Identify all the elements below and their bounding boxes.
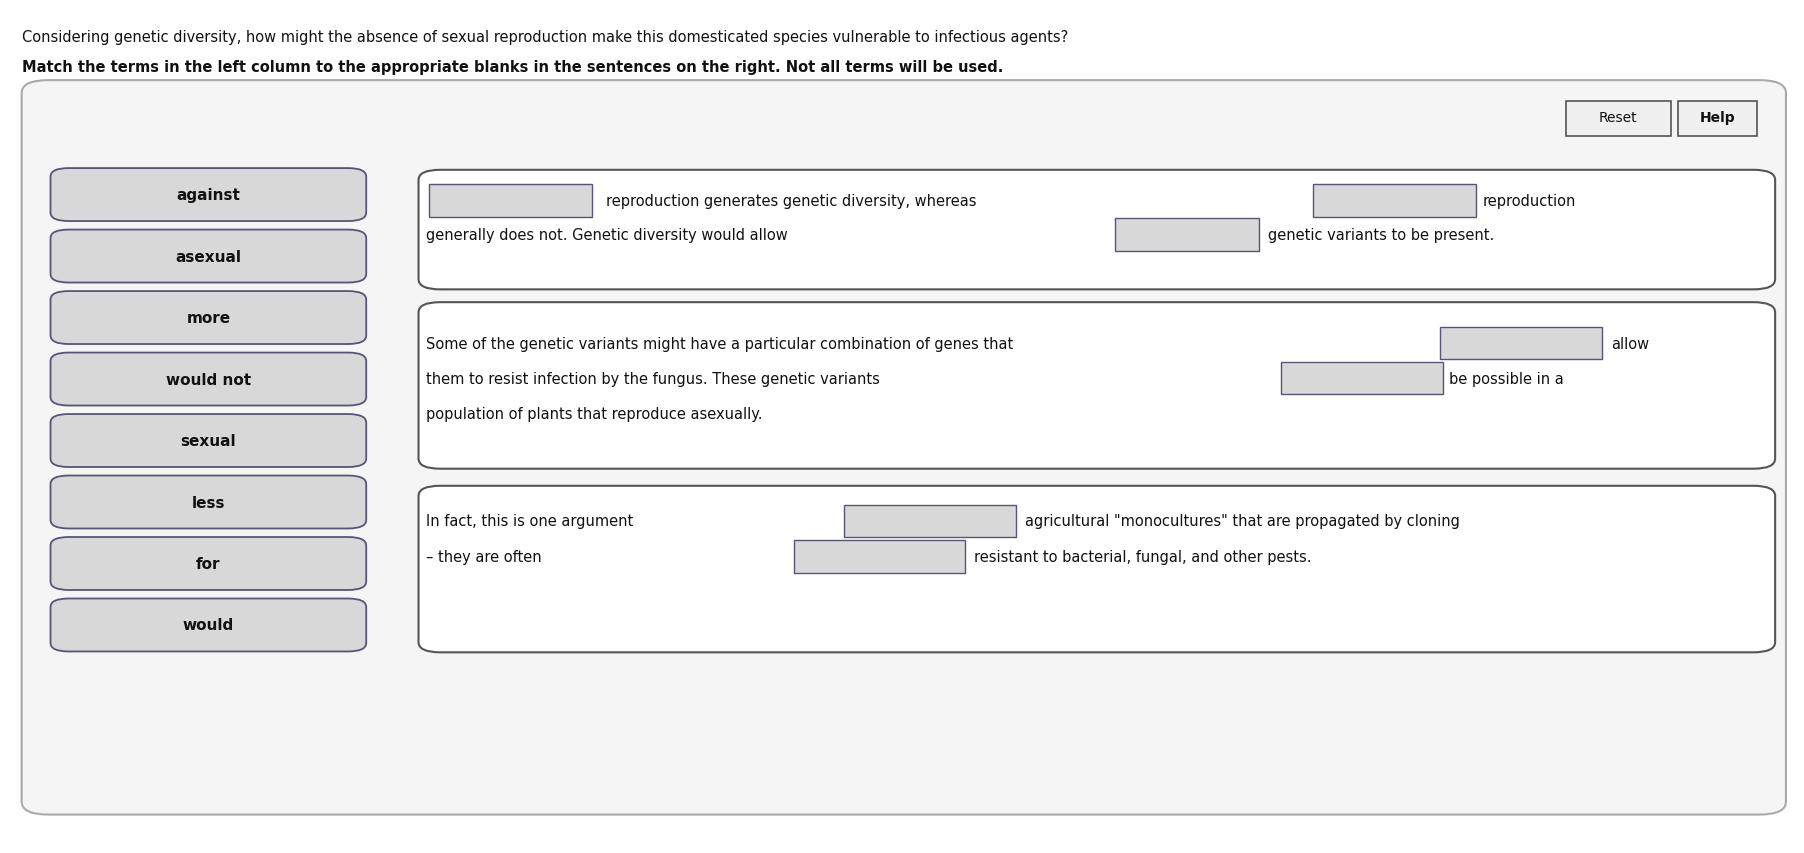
Text: In fact, this is one argument: In fact, this is one argument xyxy=(426,514,633,529)
Text: resistant to bacterial, fungal, and other pests.: resistant to bacterial, fungal, and othe… xyxy=(974,549,1312,565)
FancyBboxPatch shape xyxy=(51,599,366,652)
FancyBboxPatch shape xyxy=(51,476,366,529)
Text: be possible in a: be possible in a xyxy=(1449,371,1564,386)
Text: for: for xyxy=(197,556,220,572)
Text: Considering genetic diversity, how might the absence of sexual reproduction make: Considering genetic diversity, how might… xyxy=(22,30,1068,45)
Text: less: less xyxy=(191,495,226,510)
Text: Some of the genetic variants might have a particular combination of genes that: Some of the genetic variants might have … xyxy=(426,336,1014,351)
Text: reproduction: reproduction xyxy=(1483,194,1577,209)
Text: – they are often: – they are often xyxy=(426,549,541,565)
FancyBboxPatch shape xyxy=(1678,102,1757,136)
Text: genetic variants to be present.: genetic variants to be present. xyxy=(1268,228,1494,243)
FancyBboxPatch shape xyxy=(1440,328,1602,360)
Text: Match the terms in the left column to the appropriate blanks in the sentences on: Match the terms in the left column to th… xyxy=(22,60,1003,75)
FancyBboxPatch shape xyxy=(51,537,366,590)
FancyBboxPatch shape xyxy=(844,505,1016,537)
FancyBboxPatch shape xyxy=(1566,102,1671,136)
Text: would not: would not xyxy=(166,372,251,387)
Text: them to resist infection by the fungus. These genetic variants: them to resist infection by the fungus. … xyxy=(426,371,880,386)
FancyBboxPatch shape xyxy=(22,81,1786,815)
FancyBboxPatch shape xyxy=(419,171,1775,290)
Text: reproduction generates genetic diversity, whereas: reproduction generates genetic diversity… xyxy=(606,194,976,209)
FancyBboxPatch shape xyxy=(51,230,366,283)
Text: Reset: Reset xyxy=(1598,111,1638,125)
FancyBboxPatch shape xyxy=(429,185,592,218)
Text: would: would xyxy=(182,618,235,633)
FancyBboxPatch shape xyxy=(51,353,366,406)
Text: sexual: sexual xyxy=(180,433,236,449)
FancyBboxPatch shape xyxy=(1313,185,1476,218)
Text: population of plants that reproduce asexually.: population of plants that reproduce asex… xyxy=(426,406,763,421)
Text: Help: Help xyxy=(1699,111,1735,125)
Text: more: more xyxy=(186,310,231,326)
FancyBboxPatch shape xyxy=(1115,219,1259,252)
Text: generally does not. Genetic diversity would allow: generally does not. Genetic diversity wo… xyxy=(426,228,788,243)
FancyBboxPatch shape xyxy=(51,292,366,345)
FancyBboxPatch shape xyxy=(51,169,366,222)
FancyBboxPatch shape xyxy=(419,303,1775,469)
FancyBboxPatch shape xyxy=(51,415,366,467)
Text: against: against xyxy=(177,188,240,203)
FancyBboxPatch shape xyxy=(794,541,965,573)
Text: agricultural "monocultures" that are propagated by cloning: agricultural "monocultures" that are pro… xyxy=(1025,514,1459,529)
Text: allow: allow xyxy=(1611,336,1649,351)
FancyBboxPatch shape xyxy=(1281,363,1443,395)
Text: asexual: asexual xyxy=(175,249,242,264)
FancyBboxPatch shape xyxy=(419,486,1775,653)
